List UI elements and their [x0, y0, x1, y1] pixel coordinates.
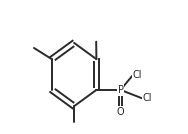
Text: P: P [118, 85, 124, 95]
Text: Cl: Cl [133, 70, 142, 80]
Text: O: O [117, 107, 124, 117]
Text: Cl: Cl [142, 93, 152, 103]
